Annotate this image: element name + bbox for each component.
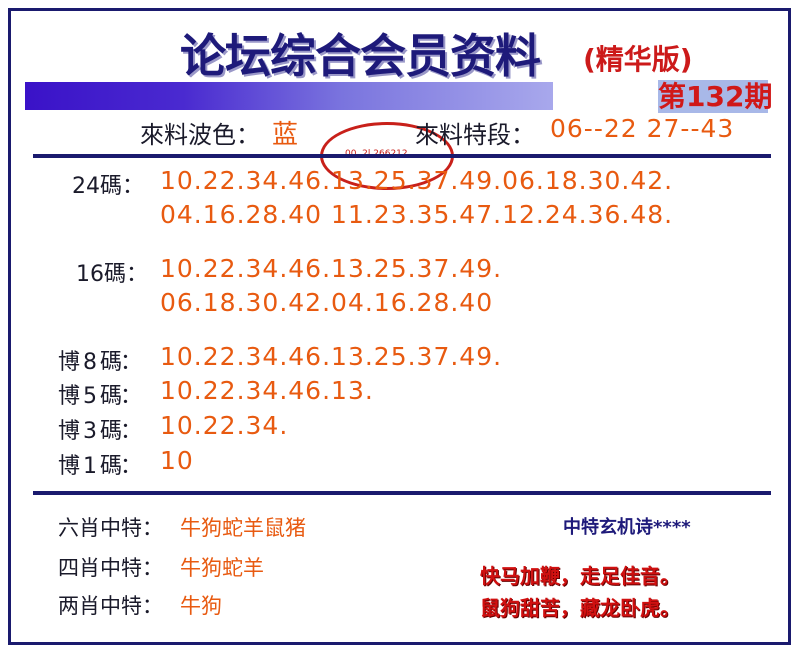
zodiac-label: 四肖中特： [58,556,163,580]
gradient-banner [25,82,553,110]
divider [33,491,771,495]
code-label-24: 24碼： [72,174,144,199]
divider [33,154,771,158]
wave-label: 來料波色： [140,121,260,149]
code-line: 10.22.34.46.13.25.37.49.06.18.30.42. [160,166,674,195]
wave-value: 蓝 [272,120,300,150]
special-value: 06--22 27--43 [550,114,735,143]
poem-title: 中特玄机诗**** [563,517,691,538]
edition-label: (精华版) [583,43,693,76]
code-line: 04.16.28.40 11.23.35.47.12.24.36.48. [160,200,674,229]
zodiac-value: 牛狗 [180,594,222,618]
issue-badge: 第132期 [658,80,773,113]
zodiac-value: 牛狗蛇羊 [180,556,264,580]
page-title: 论坛综合会员资料 [180,29,541,83]
code-label-3: 博 3 碼： [58,419,142,444]
page-frame [8,8,791,645]
special-label: 來料特段： [415,121,535,149]
code-label-5: 博 5 碼： [58,384,142,409]
code-line: 10.22.34.46.13.25.37.49. [160,254,503,283]
code-label-1: 博 1 碼： [58,454,142,479]
code-line: 10.22.34.46.13. [160,376,374,405]
code-label-16: 16碼： [76,262,148,287]
code-label-8: 博 8 碼： [58,350,142,375]
code-line: 10.22.34.46.13.25.37.49. [160,342,503,371]
poem-line: 鼠狗甜苦，藏龙卧虎。 [480,596,680,620]
zodiac-label: 六肖中特： [58,516,163,540]
zodiac-label: 两肖中特： [58,594,163,618]
code-line: 06.18.30.42.04.16.28.40 [160,288,494,317]
poem-line: 快马加鞭，走足佳音。 [480,564,680,588]
code-line: 10 [160,446,194,475]
code-line: 10.22.34. [160,411,289,440]
zodiac-value: 牛狗蛇羊鼠猪 [180,516,306,540]
